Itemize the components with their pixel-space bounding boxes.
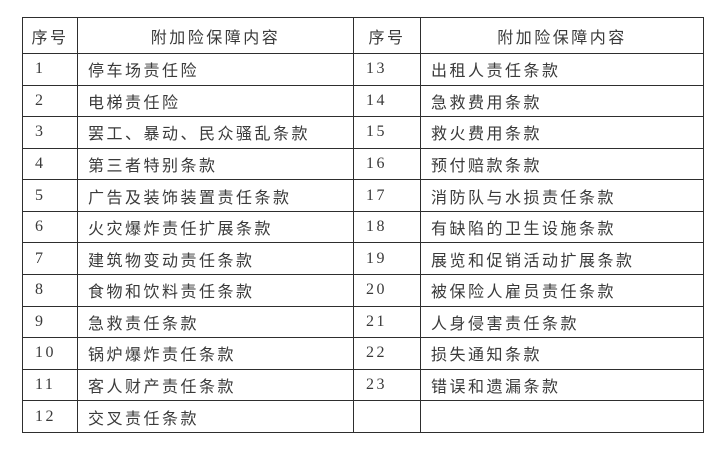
table-row: 1 停车场责任险 13 出租人责任条款 — [22, 53, 704, 86]
row-content-cell: 错误和遗漏条款 — [420, 368, 704, 402]
row-content-cell: 急救责任条款 — [77, 305, 354, 339]
row-number-cell: 20 — [353, 274, 421, 307]
row-number-cell: 11 — [22, 368, 78, 402]
header-no-right: 序号 — [353, 17, 421, 54]
header-content-left: 附加险保障内容 — [77, 17, 354, 54]
row-number-cell: 17 — [353, 179, 421, 212]
row-number-cell: 9 — [22, 305, 78, 339]
row-content-cell: 停车场责任险 — [77, 53, 354, 86]
row-content-cell: 建筑物变动责任条款 — [77, 242, 354, 276]
row-number-cell: 6 — [22, 210, 78, 244]
row-content-cell: 救火费用条款 — [420, 116, 704, 149]
addon-insurance-table: 序号 附加险保障内容 序号 附加险保障内容 1 停车场责任险 13 出租人责任条款 2 电… — [22, 17, 704, 433]
header-no-left: 序号 — [22, 17, 78, 54]
row-number-cell: 15 — [353, 116, 421, 149]
table-row: 7 建筑物变动责任条款 19 展览和促销活动扩展条款 — [22, 242, 704, 276]
row-content-cell: 罢工、暴动、民众骚乱条款 — [77, 116, 354, 149]
row-content-cell: 食物和饮料责任条款 — [77, 274, 354, 307]
row-number-cell: 14 — [353, 84, 421, 118]
row-number-cell: 4 — [22, 147, 78, 181]
row-number-cell: 16 — [353, 147, 421, 181]
row-number-cell: 3 — [22, 116, 78, 149]
row-number-cell — [353, 400, 421, 433]
row-content-cell: 预付赔款条款 — [420, 147, 704, 181]
row-content-cell: 消防队与水损责任条款 — [420, 179, 704, 212]
row-content-cell: 锅炉爆炸责任条款 — [77, 337, 354, 370]
row-content-cell: 广告及装饰装置责任条款 — [77, 179, 354, 212]
table-row: 9 急救责任条款 21 人身侵害责任条款 — [22, 305, 704, 339]
row-content-cell: 有缺陷的卫生设施条款 — [420, 210, 704, 244]
table-row: 2 电梯责任险 14 急救费用条款 — [22, 84, 704, 118]
row-number-cell: 13 — [353, 53, 421, 86]
row-number-cell: 1 — [22, 53, 78, 86]
table-row: 10 锅炉爆炸责任条款 22 损失通知条款 — [22, 337, 704, 370]
table-row: 3 罢工、暴动、民众骚乱条款 15 救火费用条款 — [22, 116, 704, 149]
row-content-cell: 电梯责任险 — [77, 84, 354, 118]
row-content-cell: 急救费用条款 — [420, 84, 704, 118]
row-number-cell: 23 — [353, 368, 421, 402]
row-content-cell: 展览和促销活动扩展条款 — [420, 242, 704, 276]
row-content-cell: 人身侵害责任条款 — [420, 305, 704, 339]
row-number-cell: 7 — [22, 242, 78, 276]
row-number-cell: 5 — [22, 179, 78, 212]
row-number-cell: 10 — [22, 337, 78, 370]
row-content-cell — [420, 400, 704, 433]
row-content-cell: 第三者特别条款 — [77, 147, 354, 181]
header-content-right: 附加险保障内容 — [420, 17, 704, 54]
table-row: 4 第三者特别条款 16 预付赔款条款 — [22, 147, 704, 181]
header-row: 序号 附加险保障内容 序号 附加险保障内容 — [22, 17, 704, 54]
row-content-cell: 被保险人雇员责任条款 — [420, 274, 704, 307]
table-row: 6 火灾爆炸责任扩展条款 18 有缺陷的卫生设施条款 — [22, 210, 704, 244]
row-number-cell: 12 — [22, 400, 78, 433]
row-content-cell: 交叉责任条款 — [77, 400, 354, 433]
row-content-cell: 客人财产责任条款 — [77, 368, 354, 402]
table-row: 11 客人财产责任条款 23 错误和遗漏条款 — [22, 368, 704, 402]
table-row: 12 交叉责任条款 — [22, 400, 704, 433]
row-number-cell: 19 — [353, 242, 421, 276]
row-number-cell: 22 — [353, 337, 421, 370]
row-number-cell: 8 — [22, 274, 78, 307]
row-content-cell: 火灾爆炸责任扩展条款 — [77, 210, 354, 244]
row-number-cell: 18 — [353, 210, 421, 244]
row-number-cell: 21 — [353, 305, 421, 339]
table-row: 5 广告及装饰装置责任条款 17 消防队与水损责任条款 — [22, 179, 704, 212]
row-content-cell: 损失通知条款 — [420, 337, 704, 370]
row-content-cell: 出租人责任条款 — [420, 53, 704, 86]
table-row: 8 食物和饮料责任条款 20 被保险人雇员责任条款 — [22, 274, 704, 307]
row-number-cell: 2 — [22, 84, 78, 118]
